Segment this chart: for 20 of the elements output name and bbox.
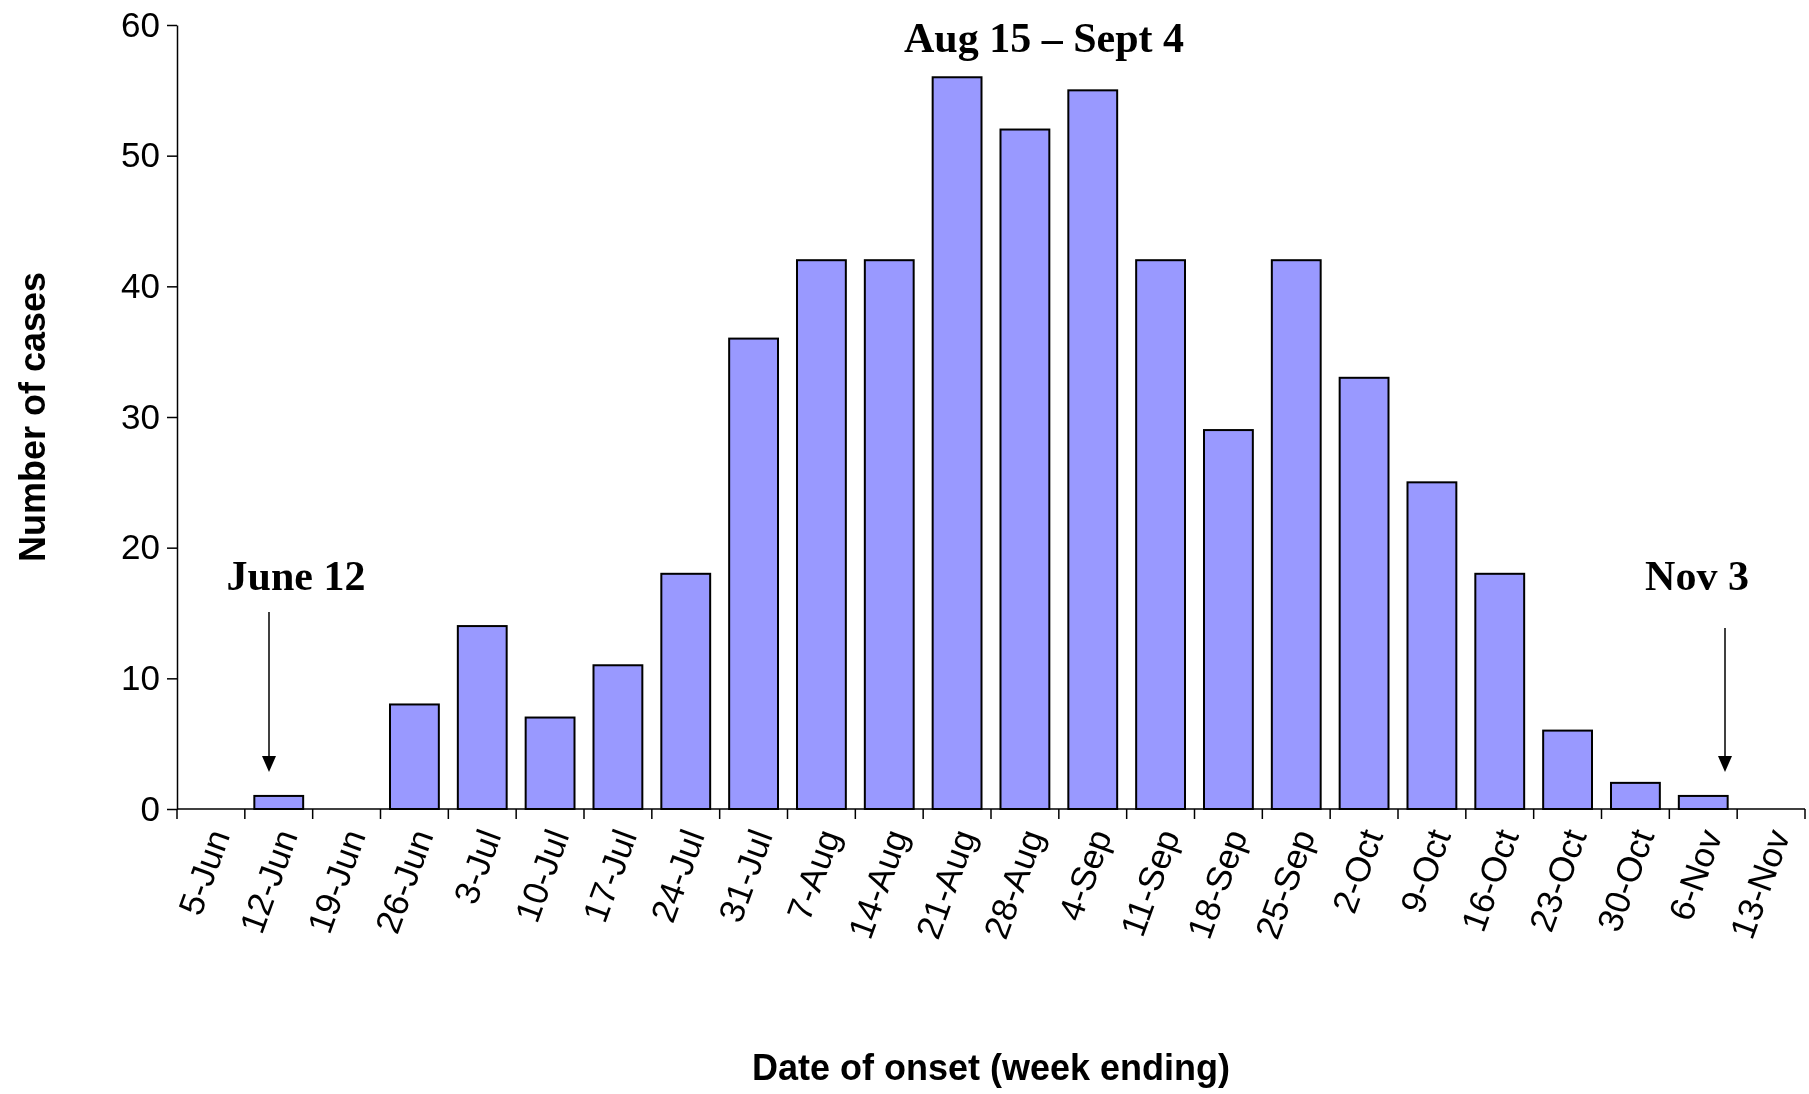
x-tick-label: 2-Oct <box>1324 823 1391 918</box>
y-tick-label: 50 <box>121 135 160 175</box>
x-tick-label: 17-Jul <box>574 824 645 928</box>
annotation: Nov 3 <box>1645 553 1749 599</box>
y-axis-title: Number of cases <box>12 271 53 563</box>
y-tick-label: 20 <box>121 527 160 567</box>
x-tick-label: 3-Jul <box>445 824 509 909</box>
annotation: Aug 15 – Sept 4 <box>903 15 1185 61</box>
annotation: June 12 <box>226 553 366 599</box>
y-tick-label: 60 <box>121 4 160 44</box>
x-tick-label: 31-Jul <box>710 824 780 928</box>
y-tick-label: 40 <box>121 266 160 306</box>
x-tick-label: 7-Aug <box>778 824 848 926</box>
y-tick-label: 10 <box>121 658 160 698</box>
y-tick-label: 30 <box>121 396 160 436</box>
x-tick-label: 24-Jul <box>642 824 712 928</box>
x-tick-label: 10-Jul <box>506 824 577 928</box>
x-axis-title: Date of onset (week ending) <box>751 1047 1231 1088</box>
x-tick-label: 4-Sep <box>1050 824 1119 926</box>
y-tick-label: 0 <box>140 788 160 828</box>
